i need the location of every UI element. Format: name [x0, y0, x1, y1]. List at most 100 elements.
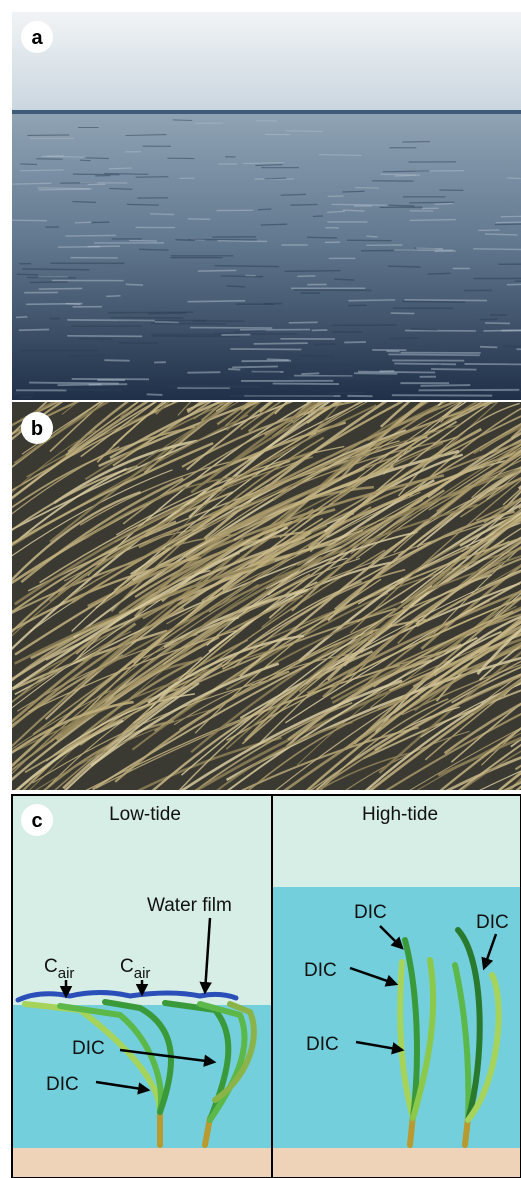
ripple	[155, 322, 179, 323]
ripple	[507, 284, 521, 285]
ripple	[151, 323, 226, 324]
ripple	[389, 205, 415, 206]
water-film-label: Water film	[147, 895, 232, 916]
ripple	[285, 131, 322, 132]
ripple	[38, 189, 90, 190]
ripple	[297, 276, 315, 277]
ripple	[129, 240, 157, 241]
ripple	[404, 300, 487, 301]
ripple	[29, 383, 119, 384]
sky	[12, 12, 521, 113]
ripple	[65, 235, 116, 236]
ripple	[289, 322, 318, 323]
ripple	[106, 296, 120, 297]
horizon	[12, 110, 521, 114]
ripple	[188, 301, 246, 302]
ripple	[104, 360, 129, 361]
ripple	[273, 384, 339, 385]
ripple	[421, 385, 471, 386]
ripple	[27, 135, 69, 136]
ripple	[480, 319, 498, 320]
panel-label: c	[31, 810, 42, 832]
ripple	[109, 188, 132, 189]
sediment	[12, 1148, 521, 1178]
figure: a b	[0, 0, 521, 1178]
c-air-base: C	[120, 956, 134, 977]
ripple	[68, 355, 105, 356]
sea	[12, 113, 521, 400]
ripple	[17, 274, 39, 275]
ripple	[285, 271, 341, 272]
ripple	[12, 183, 51, 184]
ripple	[67, 320, 155, 321]
ripple	[30, 282, 67, 283]
ripple	[187, 372, 220, 373]
ripple	[258, 209, 271, 210]
c-air-sub: air	[134, 965, 151, 982]
ripple	[228, 369, 240, 370]
ripple	[97, 369, 107, 370]
ripple	[227, 286, 246, 287]
ripple	[329, 393, 363, 394]
ripple	[495, 224, 521, 225]
ripple	[347, 240, 392, 241]
ripple	[464, 364, 521, 365]
ripple	[20, 164, 37, 165]
ripple	[232, 366, 278, 367]
ripple	[388, 266, 420, 267]
ripple	[501, 216, 521, 217]
ripple	[402, 142, 430, 143]
ripple	[89, 384, 127, 385]
high-tide-title: High-tide	[362, 804, 438, 825]
ripple	[411, 329, 438, 330]
ripple	[173, 120, 192, 121]
ripple	[39, 288, 82, 289]
ripple	[355, 188, 379, 189]
ripple	[281, 365, 338, 366]
ripple	[334, 279, 354, 280]
ripple	[410, 220, 456, 221]
panel-c: c Low-tide High-tide Water film Cair Cai…	[12, 795, 521, 1178]
ripple	[127, 204, 159, 205]
ripple	[198, 270, 236, 271]
ripple	[388, 354, 479, 355]
ripple	[290, 204, 317, 205]
dic-label: DIC	[72, 1038, 105, 1059]
panel-label: a	[31, 27, 43, 49]
ripple	[16, 317, 27, 318]
ripple	[409, 202, 454, 203]
dic-label: DIC	[354, 902, 387, 923]
ripple	[126, 284, 143, 285]
ripple	[19, 329, 49, 330]
ripple	[358, 372, 435, 373]
ripple	[348, 300, 395, 301]
ripple	[75, 222, 92, 223]
ripple	[332, 332, 362, 333]
ripple	[428, 273, 451, 274]
ripple	[139, 249, 168, 250]
ripple	[189, 239, 257, 240]
ripple	[79, 339, 112, 340]
ripple	[147, 394, 163, 395]
ripple	[221, 276, 263, 277]
ripple	[423, 365, 441, 366]
ripple	[230, 349, 301, 350]
ripple	[496, 222, 521, 223]
panel-label: b	[31, 418, 43, 440]
ripple	[416, 248, 443, 249]
ripple	[485, 234, 517, 235]
ripple	[307, 237, 337, 238]
ripple	[66, 304, 81, 305]
ripple	[19, 397, 31, 398]
ripple	[215, 266, 279, 267]
ripple	[342, 191, 364, 192]
ripple	[390, 338, 418, 339]
dic-label: DIC	[46, 1074, 79, 1095]
ripple	[22, 269, 89, 270]
ripple	[313, 216, 323, 217]
ripple	[254, 343, 308, 344]
c-air-base: C	[44, 956, 58, 977]
ripple	[366, 236, 377, 237]
ripple	[419, 390, 520, 391]
ripple	[234, 331, 266, 332]
